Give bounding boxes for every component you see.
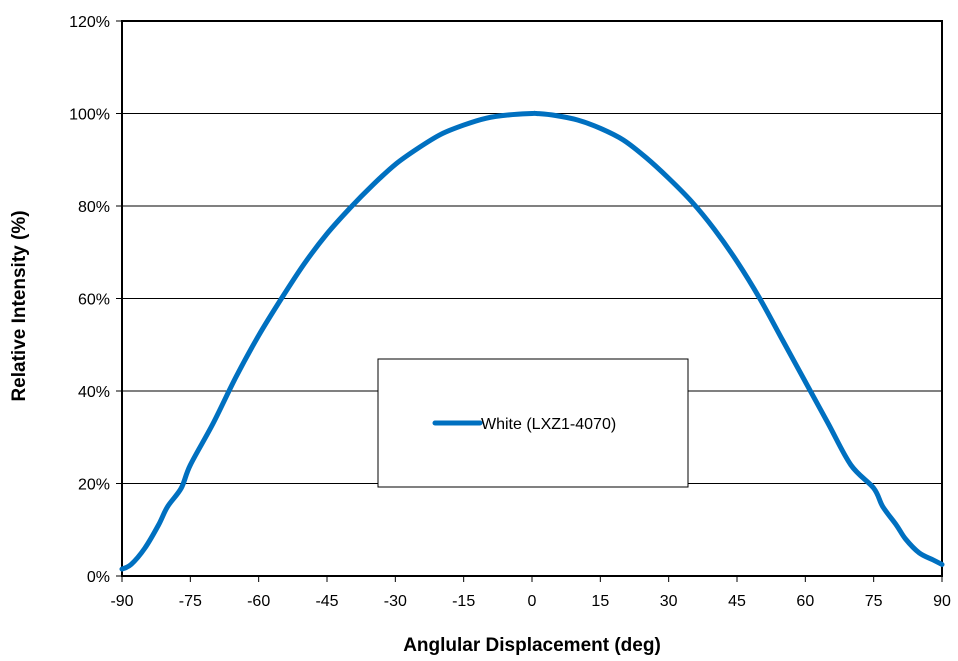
- y-tick-label: 60%: [78, 292, 110, 309]
- legend: White (LXZ1-4070): [377, 358, 689, 488]
- y-axis-title: Relative Intensity (%): [9, 210, 30, 401]
- x-tick-label: 30: [660, 593, 678, 610]
- series-line: [119, 110, 945, 572]
- series-layer: [119, 110, 945, 572]
- x-axis-ticks: -90 -75 -60 -45 -30 -15 0 15 30 45 60 75 90: [110, 576, 951, 610]
- y-tick-label: 80%: [78, 199, 110, 216]
- x-tick-label: 15: [591, 593, 609, 610]
- x-tick-label: 45: [728, 593, 746, 610]
- y-tick-label: 120%: [69, 14, 110, 31]
- legend-label: White (LXZ1-4070): [481, 416, 616, 433]
- x-tick-label: 60: [796, 593, 814, 610]
- x-tick-label: -60: [247, 593, 270, 610]
- y-axis-ticks: 0% 20% 40% 60% 80% 100% 120%: [69, 14, 122, 586]
- y-tick-label: 0%: [87, 569, 110, 586]
- x-tick-label: 75: [865, 593, 883, 610]
- x-tick-label: -90: [110, 593, 133, 610]
- x-tick-label: -30: [384, 593, 407, 610]
- y-tick-label: 20%: [78, 477, 110, 494]
- x-tick-label: -75: [179, 593, 202, 610]
- y-tick-label: 40%: [78, 384, 110, 401]
- x-tick-label: -45: [315, 593, 338, 610]
- x-tick-label: 0: [528, 593, 537, 610]
- y-tick-label: 100%: [69, 107, 110, 124]
- x-tick-label: -15: [452, 593, 475, 610]
- legend-box: [377, 358, 689, 488]
- x-tick-label: 90: [933, 593, 951, 610]
- x-axis-title: Anglular Displacement (deg): [403, 635, 661, 656]
